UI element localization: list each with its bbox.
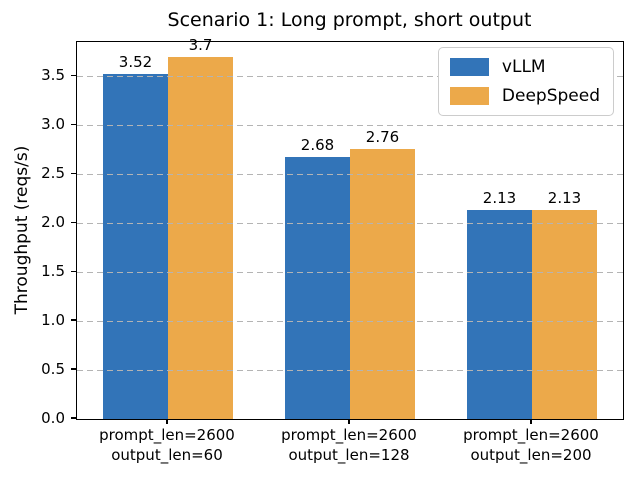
y-tick-label: 3.0 — [41, 115, 65, 134]
legend-item-vllm: vLLM — [449, 57, 600, 77]
bar-value-label: 2.76 — [365, 127, 400, 146]
legend-item-deepspeed: DeepSpeed — [449, 86, 600, 106]
legend-swatch-icon — [449, 87, 489, 105]
bar-deepspeed — [168, 56, 233, 419]
y-gridline — [77, 271, 623, 273]
y-tick-mark — [71, 270, 76, 272]
x-tick-label: prompt_len=2600 output_len=60 — [57, 425, 277, 465]
y-tick-label: 0.0 — [41, 409, 65, 427]
x-tick-label-line: prompt_len=2600 — [463, 426, 599, 444]
x-tick-label-line: prompt_len=2600 — [99, 426, 235, 444]
y-gridline — [77, 124, 623, 126]
y-tick-mark — [71, 74, 76, 76]
y-tick-label: 3.5 — [41, 66, 65, 85]
y-tick-label: 0.5 — [41, 360, 65, 379]
y-tick-mark — [71, 417, 76, 419]
y-tick-mark — [71, 123, 76, 125]
bar-deepspeed — [532, 210, 597, 419]
bar-value-label: 2.13 — [482, 189, 517, 208]
bar-value-label: 2.13 — [547, 189, 582, 208]
bar-value-label: 3.7 — [188, 35, 213, 54]
legend-label: DeepSpeed — [501, 86, 600, 106]
x-tick-mark — [348, 419, 350, 424]
x-tick-mark — [166, 419, 168, 424]
y-gridline — [77, 320, 623, 322]
bar-deepspeed — [350, 148, 415, 419]
y-tick-mark — [71, 172, 76, 174]
chart-title: Scenario 1: Long prompt, short output — [167, 9, 532, 31]
y-tick-label: 2.0 — [41, 213, 65, 232]
legend-label: vLLM — [501, 57, 546, 77]
y-axis-ticks: 0.0 0.5 1.0 1.5 2.0 2.5 3.0 3.5 — [0, 41, 76, 427]
x-tick-label: prompt_len=2600 output_len=200 — [421, 425, 640, 465]
legend-swatch-icon — [449, 58, 489, 76]
bar-value-label: 2.68 — [300, 135, 335, 154]
x-tick-label: prompt_len=2600 output_len=128 — [239, 425, 459, 465]
y-tick-mark — [71, 368, 76, 370]
y-tick-mark — [71, 221, 76, 223]
y-gridline — [77, 222, 623, 224]
bar-vllm — [285, 156, 350, 419]
x-tick-label-line: prompt_len=2600 — [281, 426, 417, 444]
x-axis-ticks: prompt_len=2600 output_len=60 prompt_len=2… — [76, 418, 622, 480]
bar-vllm — [103, 74, 168, 419]
x-tick-label-line: output_len=128 — [288, 446, 410, 464]
y-gridline — [77, 369, 623, 371]
y-tick-mark — [71, 319, 76, 321]
y-tick-label: 1.5 — [41, 262, 65, 281]
x-tick-label-line: output_len=200 — [470, 446, 592, 464]
y-gridline — [77, 75, 623, 77]
x-tick-mark — [530, 419, 532, 424]
y-tick-label: 1.0 — [41, 311, 65, 330]
plot-area: vLLM DeepSpeed 3.52 3.7 2.68 2.76 2.13 2.13 — [76, 36, 624, 420]
bar-value-label: 3.52 — [118, 53, 153, 72]
y-gridline — [77, 173, 623, 175]
y-tick-label: 2.5 — [41, 164, 65, 183]
x-tick-label-line: output_len=60 — [111, 446, 223, 464]
legend: vLLM DeepSpeed — [437, 47, 614, 116]
bar-vllm — [467, 210, 532, 419]
